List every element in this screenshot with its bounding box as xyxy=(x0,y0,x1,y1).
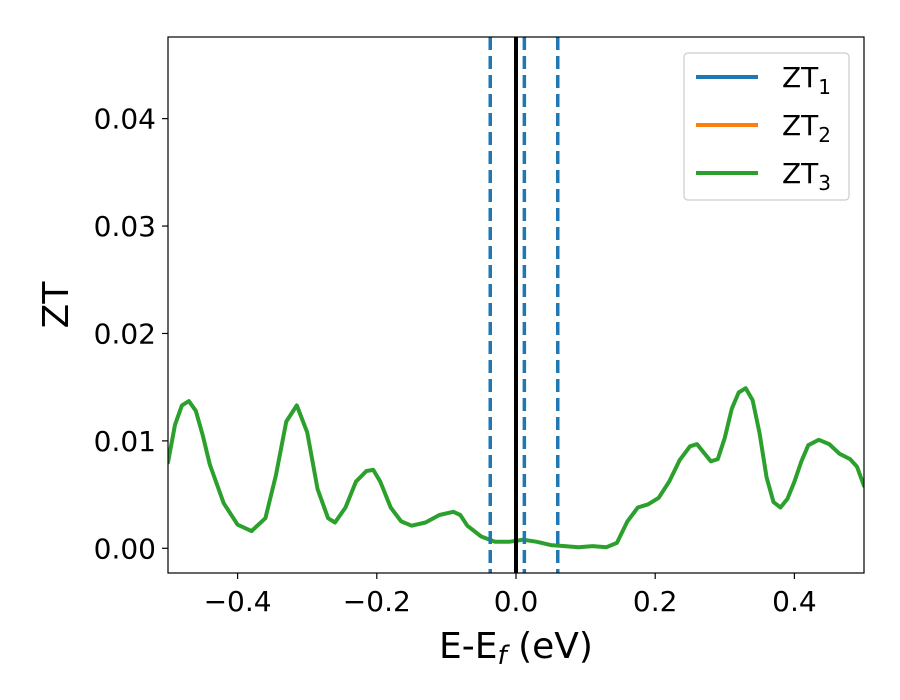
x-axis-ticks: −0.4 −0.2 0.0 0.2 0.4 xyxy=(204,573,817,618)
x-tick-label: −0.2 xyxy=(343,585,411,618)
legend-label-1: ZT1 xyxy=(782,61,831,99)
series-line-3 xyxy=(168,386,864,550)
y-axis-ticks: 0.00 0.01 0.02 0.03 0.04 xyxy=(94,103,168,565)
legend: ZT1 ZT2 ZT3 xyxy=(683,52,850,201)
y-tick-label: 0.03 xyxy=(94,210,156,243)
y-tick-label: 0.00 xyxy=(94,532,156,565)
y-tick-label: 0.04 xyxy=(94,103,156,136)
legend-label-3: ZT3 xyxy=(782,157,831,195)
legend-box xyxy=(683,52,850,201)
x-axis-label: E-Ef (eV) xyxy=(439,626,593,671)
y-tick-label: 0.01 xyxy=(94,425,156,458)
y-axis-label: ZT xyxy=(36,281,77,329)
x-tick-label: −0.4 xyxy=(204,585,272,618)
x-tick-label: 0.0 xyxy=(494,585,539,618)
x-tick-label: 0.2 xyxy=(633,585,678,618)
legend-label-2: ZT2 xyxy=(782,109,831,147)
y-tick-label: 0.02 xyxy=(94,317,156,350)
x-tick-label: 0.4 xyxy=(772,585,817,618)
